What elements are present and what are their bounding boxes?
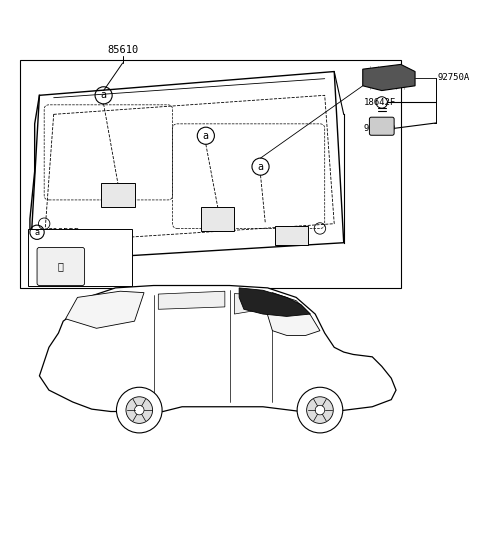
Text: a: a	[101, 91, 107, 100]
Bar	[27, 230, 132, 286]
Text: a: a	[35, 228, 40, 237]
Text: 18642F: 18642F	[364, 98, 396, 107]
Bar	[275, 226, 308, 245]
Polygon shape	[158, 291, 225, 309]
Polygon shape	[239, 288, 311, 316]
Text: 92756D: 92756D	[364, 124, 396, 133]
Bar	[101, 183, 134, 207]
Bar	[201, 207, 234, 231]
Text: a: a	[258, 162, 264, 172]
Circle shape	[126, 397, 153, 423]
Polygon shape	[363, 65, 415, 91]
Circle shape	[307, 397, 333, 423]
Bar	[21, 60, 401, 288]
Text: 🏷: 🏷	[58, 262, 64, 272]
Text: 89855B: 89855B	[48, 228, 80, 237]
Text: 85610: 85610	[107, 45, 138, 55]
Polygon shape	[66, 291, 144, 328]
Circle shape	[297, 388, 343, 433]
Circle shape	[134, 405, 144, 415]
Polygon shape	[44, 95, 334, 243]
Circle shape	[315, 405, 324, 415]
FancyBboxPatch shape	[370, 117, 394, 135]
Polygon shape	[30, 72, 344, 262]
Polygon shape	[39, 285, 396, 411]
FancyBboxPatch shape	[37, 247, 84, 285]
Polygon shape	[234, 294, 263, 314]
Polygon shape	[263, 293, 320, 336]
Text: a: a	[203, 131, 209, 141]
Text: 92750A: 92750A	[438, 73, 470, 82]
Circle shape	[117, 388, 162, 433]
